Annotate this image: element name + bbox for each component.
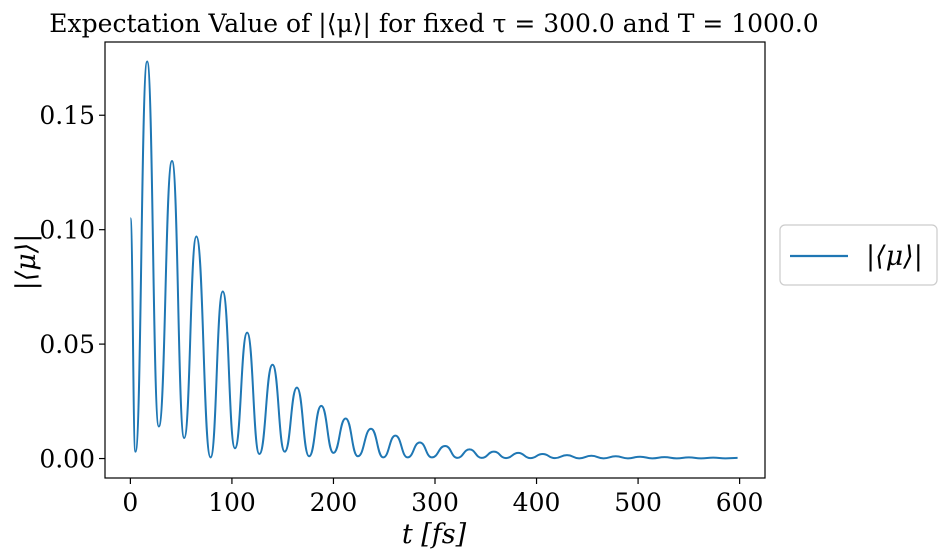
- y-tick-label: 0.00: [39, 445, 95, 474]
- x-tick-label: 400: [513, 488, 561, 517]
- chart-title: Expectation Value of |⟨μ⟩| for fixed τ =…: [49, 9, 818, 39]
- x-tick-label: 500: [614, 488, 662, 517]
- plot-area: 0 100 200 300 400 500 600 0.00 0.05 0.10 0.15: [39, 41, 766, 517]
- plot-frame: [104, 41, 766, 479]
- x-tick-label: 600: [716, 488, 764, 517]
- y-tick-label: 0.15: [39, 101, 95, 130]
- legend-label: |⟨μ⟩|: [866, 241, 923, 272]
- y-tick-label: 0.10: [39, 216, 95, 245]
- y-axis-label: |⟨μ⟩|: [11, 234, 42, 291]
- x-tick-label: 300: [411, 488, 459, 517]
- x-tick-label: 200: [310, 488, 358, 517]
- x-axis-label: t [fs]: [402, 519, 467, 550]
- y-tick-label: 0.05: [39, 330, 95, 359]
- series-line-0: [129, 60, 738, 460]
- x-tick-label: 100: [208, 488, 256, 517]
- legend: |⟨μ⟩|: [779, 224, 938, 286]
- legend-frame: [779, 224, 938, 286]
- x-tick-label: 0: [122, 488, 138, 517]
